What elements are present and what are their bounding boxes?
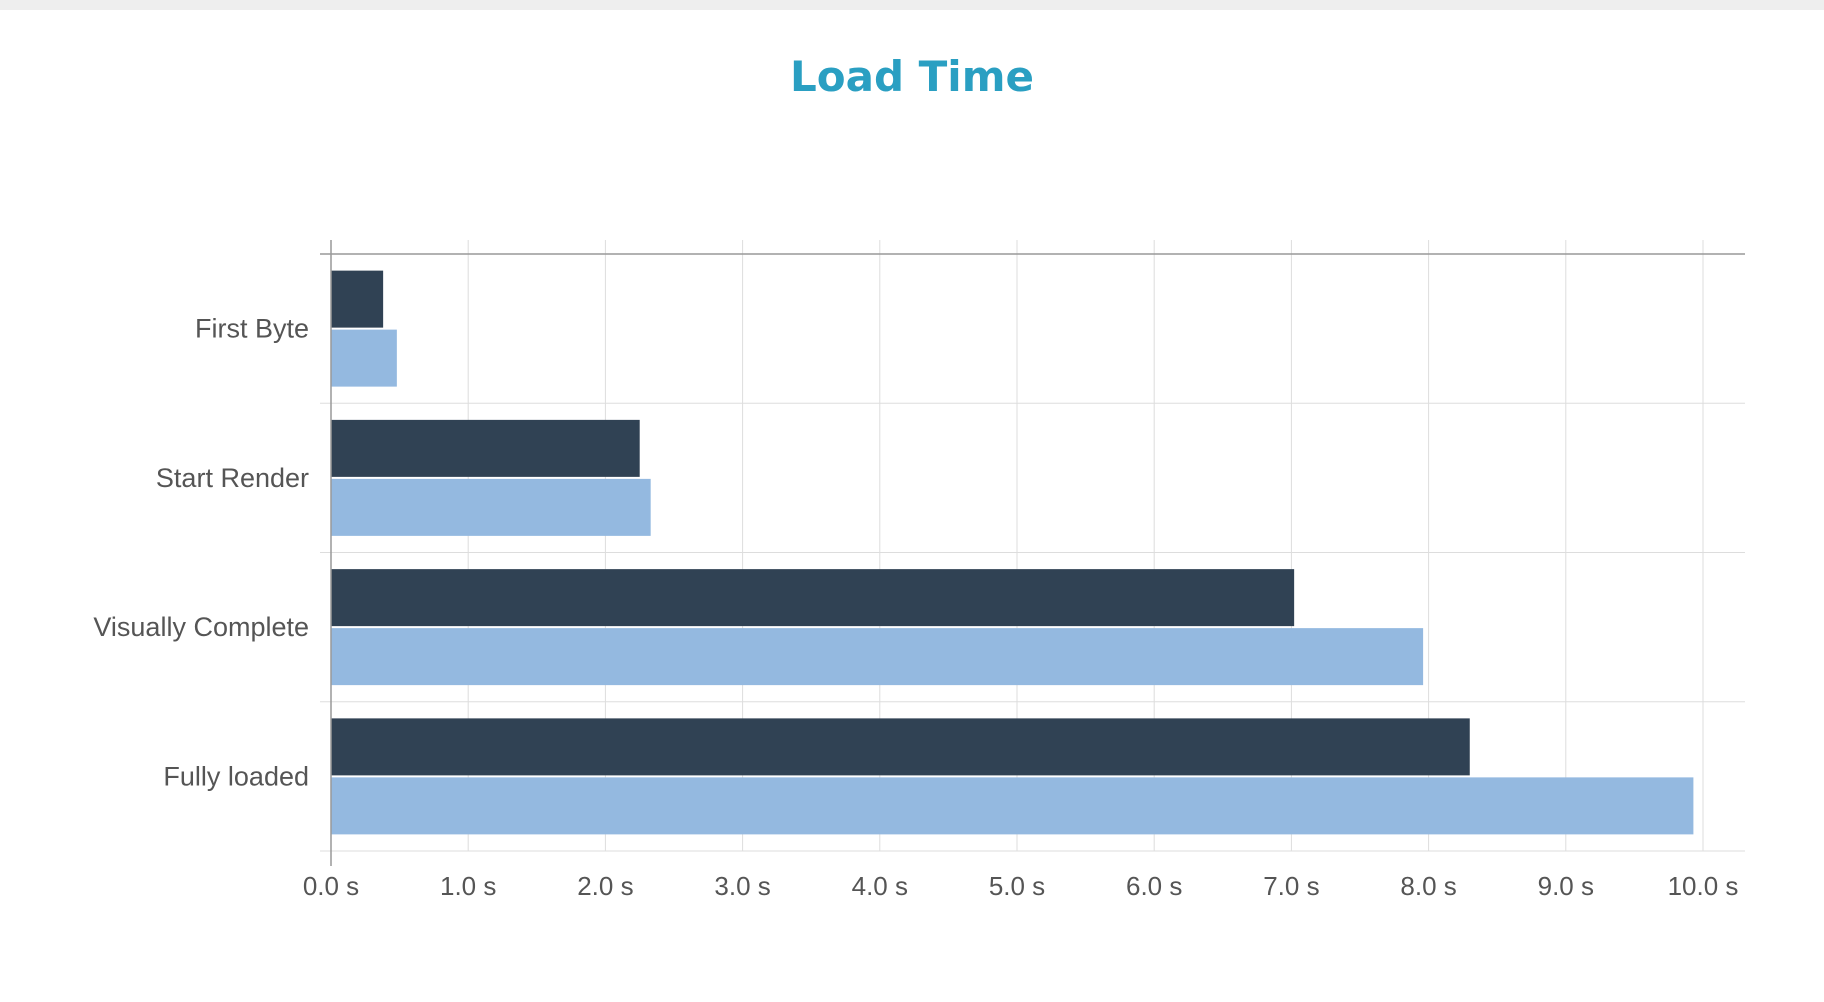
x-tick-label: 0.0 s xyxy=(303,871,359,901)
category-label: Fully loaded xyxy=(163,761,309,791)
top-strip xyxy=(0,0,1824,10)
x-tick-label: 5.0 s xyxy=(989,871,1045,901)
x-tick-label: 6.0 s xyxy=(1126,871,1182,901)
bar-1-fully-loaded xyxy=(331,718,1470,776)
bar-1-first-byte xyxy=(331,270,384,328)
x-tick-label: 4.0 s xyxy=(852,871,908,901)
bar-2-visually-complete xyxy=(331,628,1424,686)
category-label: First Byte xyxy=(195,314,309,344)
x-tick-label: 3.0 s xyxy=(714,871,770,901)
axes xyxy=(320,240,1745,866)
category-label: Start Render xyxy=(156,463,309,493)
x-tick-label: 2.0 s xyxy=(577,871,633,901)
bar-2-start-render xyxy=(331,478,651,536)
x-tick-label: 10.0 s xyxy=(1668,871,1739,901)
bar-1-visually-complete xyxy=(331,569,1295,627)
x-tick-label: 8.0 s xyxy=(1400,871,1456,901)
chart-title: Load Time xyxy=(790,52,1034,101)
x-tick-label: 7.0 s xyxy=(1263,871,1319,901)
bar-1-start-render xyxy=(331,419,640,477)
labels: First Byte Start Render Visually Complete F… xyxy=(93,314,1738,901)
x-tick-label: 1.0 s xyxy=(440,871,496,901)
bars xyxy=(331,270,1694,835)
x-tick-label: 9.0 s xyxy=(1538,871,1594,901)
bar-2-fully-loaded xyxy=(331,777,1694,835)
bar-2-first-byte xyxy=(331,329,397,387)
category-label: Visually Complete xyxy=(93,612,309,642)
